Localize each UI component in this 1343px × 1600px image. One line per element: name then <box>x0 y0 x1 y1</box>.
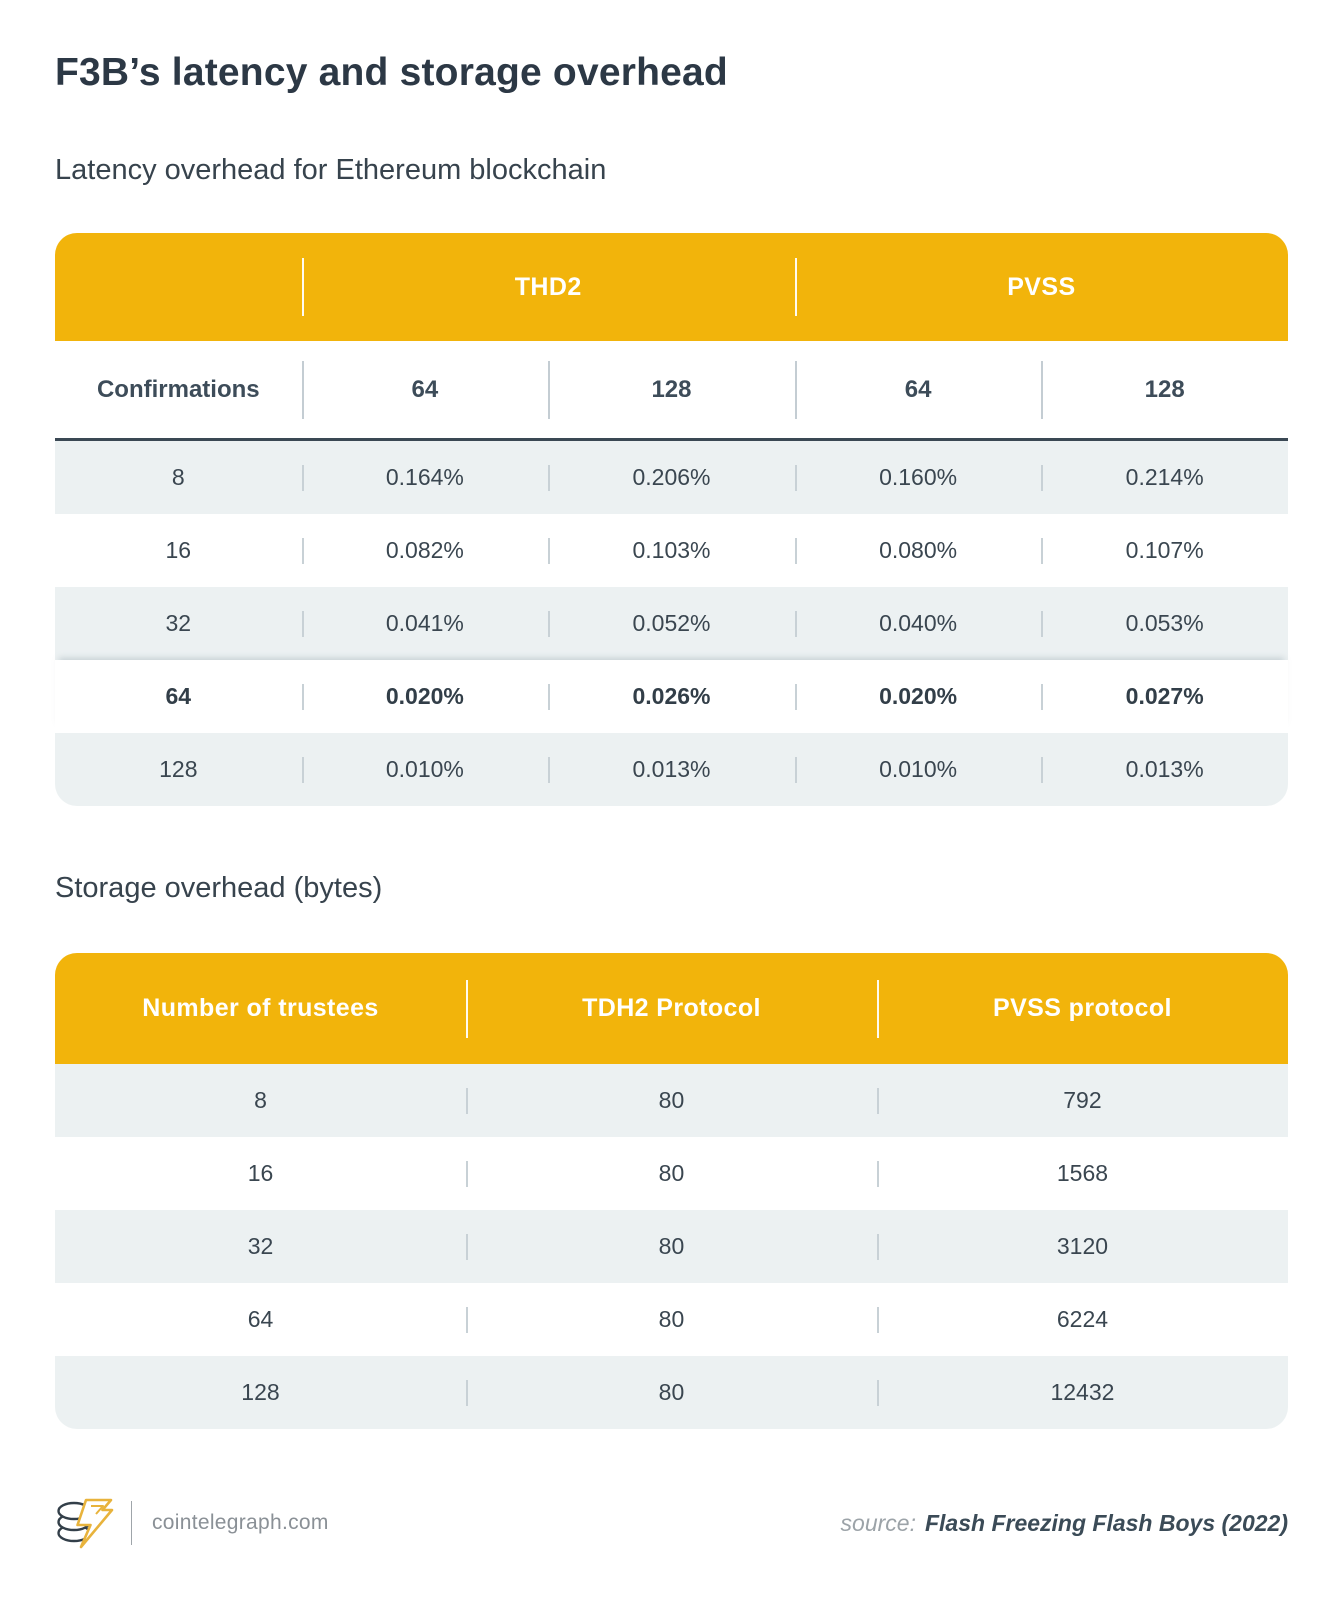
cell: 0.013% <box>548 756 795 783</box>
column-header-thd2-128: 128 <box>548 376 795 404</box>
source-title: Flash Freezing Flash Boys (2022) <box>924 1509 1288 1536</box>
cointelegraph-logo-icon <box>57 1498 114 1549</box>
cell: 0.082% <box>302 537 549 564</box>
row-label: 32 <box>165 610 192 636</box>
table-row: 8 80 792 <box>55 1064 1288 1137</box>
row-label: 64 <box>247 1306 274 1332</box>
column-header-pvss-64: 64 <box>795 376 1042 404</box>
cell: 0.103% <box>548 537 795 564</box>
row-label: 128 <box>159 756 198 782</box>
latency-section-heading: Latency overhead for Ethereum blockchain <box>55 154 607 186</box>
cell: 80 <box>466 1306 877 1333</box>
cell: 0.010% <box>302 756 549 783</box>
cell: 0.040% <box>795 610 1042 637</box>
source-attribution: source: Flash Freezing Flash Boys (2022) <box>841 1510 1288 1537</box>
cell: 0.080% <box>795 537 1042 564</box>
footer-branding: cointelegraph.com <box>55 1496 329 1550</box>
page-title: F3B’s latency and storage overhead <box>55 51 728 94</box>
row-label: 128 <box>241 1379 280 1405</box>
column-header-thd2-64: 64 <box>302 376 549 404</box>
table-row: 16 80 1568 <box>55 1137 1288 1210</box>
cell: 0.107% <box>1041 537 1288 564</box>
row-label: 16 <box>247 1160 274 1186</box>
cell: 0.013% <box>1041 756 1288 783</box>
cell: 80 <box>466 1087 877 1114</box>
cell: 0.020% <box>795 683 1042 710</box>
cell: 0.164% <box>302 464 549 491</box>
table-row-highlighted: 64 0.020% 0.026% 0.020% 0.027% <box>55 660 1288 733</box>
latency-table-group-header: THD2 PVSS <box>55 233 1288 341</box>
storage-section-heading: Storage overhead (bytes) <box>55 872 383 904</box>
row-label: 64 <box>165 683 192 709</box>
table-row: 64 80 6224 <box>55 1283 1288 1356</box>
cell: 0.053% <box>1041 610 1288 637</box>
column-header-trustees: Number of trustees <box>142 994 379 1022</box>
latency-table: THD2 PVSS Confirmations 64 128 64 128 8 … <box>55 233 1288 806</box>
row-label: 8 <box>254 1087 267 1113</box>
latency-table-column-header-row: Confirmations 64 128 64 128 <box>55 341 1288 441</box>
cell: 0.052% <box>548 610 795 637</box>
cell: 0.041% <box>302 610 549 637</box>
cell: 3120 <box>877 1233 1288 1260</box>
column-header-pvss: PVSS protocol <box>877 994 1288 1023</box>
table-row: 16 0.082% 0.103% 0.080% 0.107% <box>55 514 1288 587</box>
table-row: 128 0.010% 0.013% 0.010% 0.013% <box>55 733 1288 806</box>
footer: cointelegraph.com source: Flash Freezing … <box>55 1495 1288 1551</box>
table-row: 32 0.041% 0.052% 0.040% 0.053% <box>55 587 1288 660</box>
source-label: source: <box>840 1509 916 1536</box>
site-name: cointelegraph.com <box>152 1511 329 1534</box>
infographic-page: F3B’s latency and storage overhead Laten… <box>0 0 1343 1551</box>
cell: 0.020% <box>302 683 549 710</box>
table-row: 128 80 12432 <box>55 1356 1288 1429</box>
footer-divider <box>131 1501 132 1545</box>
cell: 0.160% <box>795 464 1042 491</box>
cell: 12432 <box>877 1379 1288 1406</box>
storage-table-header-row: Number of trustees TDH2 Protocol PVSS pr… <box>55 953 1288 1064</box>
cell: 0.027% <box>1041 683 1288 710</box>
group-header-thd2: THD2 <box>302 273 795 302</box>
cell: 0.026% <box>548 683 795 710</box>
cell: 792 <box>877 1087 1288 1114</box>
table-row: 32 80 3120 <box>55 1210 1288 1283</box>
cell: 80 <box>466 1233 877 1260</box>
row-label: 8 <box>171 464 185 490</box>
table-row: 8 0.164% 0.206% 0.160% 0.214% <box>55 441 1288 514</box>
column-header-tdh2: TDH2 Protocol <box>466 994 877 1023</box>
row-label: 16 <box>165 537 192 563</box>
storage-table: Number of trustees TDH2 Protocol PVSS pr… <box>55 953 1288 1429</box>
cell: 0.010% <box>795 756 1042 783</box>
column-header-pvss-128: 128 <box>1041 376 1288 404</box>
column-header-confirmations: Confirmations <box>96 375 260 403</box>
row-label: 32 <box>247 1233 274 1259</box>
cell: 0.214% <box>1041 464 1288 491</box>
cell: 80 <box>466 1160 877 1187</box>
cell: 80 <box>466 1379 877 1406</box>
group-header-pvss: PVSS <box>795 273 1288 302</box>
cell: 0.206% <box>548 464 795 491</box>
cell: 6224 <box>877 1306 1288 1333</box>
cell: 1568 <box>877 1160 1288 1187</box>
